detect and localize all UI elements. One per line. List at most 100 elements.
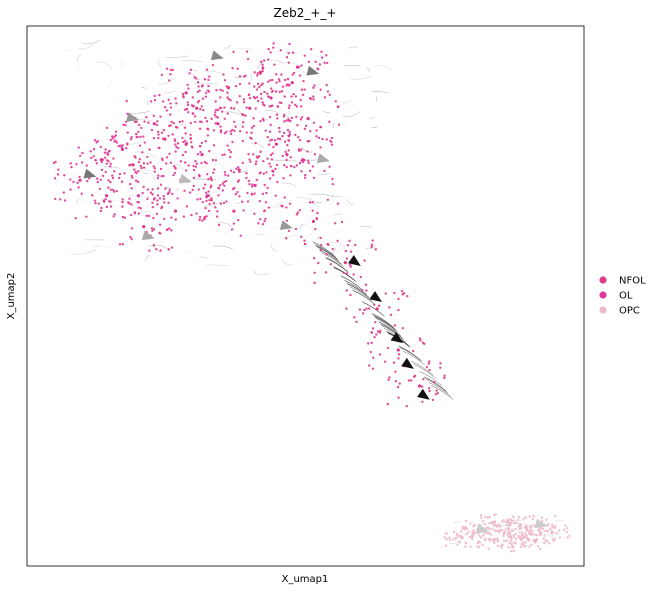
scatter-point-ol	[281, 205, 284, 208]
scatter-point-opc	[539, 531, 542, 534]
scatter-point-opc	[498, 531, 501, 534]
scatter-point-nfol	[268, 115, 272, 119]
scatter-point-nfol	[388, 376, 391, 379]
scatter-point-ol	[263, 209, 266, 212]
scatter-point-opc	[513, 522, 516, 525]
scatter-point-ol	[319, 146, 322, 149]
streamline	[335, 229, 343, 234]
scatter-point-nfol	[105, 205, 109, 209]
scatter-point-nfol	[134, 179, 138, 182]
scatter-point-nfol	[226, 86, 231, 90]
scatter-point-nfol	[435, 389, 438, 392]
scatter-point-opc	[553, 514, 557, 518]
streamline	[369, 223, 373, 226]
scatter-point-nfol	[203, 78, 207, 81]
scatter-point-ol	[80, 161, 84, 164]
scatter-point-nfol	[270, 158, 274, 161]
chart-title: Zeb2_+_+	[274, 6, 337, 20]
scatter-point-nfol	[78, 175, 81, 179]
scatter-point-ol	[265, 171, 268, 174]
scatter-point-ol	[245, 106, 248, 109]
scatter-point-ol	[309, 130, 312, 133]
scatter-point-ol	[135, 120, 138, 123]
scatter-point-ol	[325, 54, 328, 57]
scatter-point-opc	[510, 521, 513, 525]
streamline	[221, 230, 231, 234]
scatter-point-ol	[219, 130, 223, 134]
streamline	[368, 116, 375, 120]
scatter-point-nfol	[167, 201, 170, 205]
streamline	[204, 200, 223, 207]
scatter-point-opc	[507, 530, 510, 533]
streamline	[257, 62, 263, 70]
scatter-point-nfol	[100, 160, 104, 164]
scatter-point-nfol	[397, 308, 400, 312]
scatter-point-ol	[62, 191, 65, 194]
streamline	[349, 286, 372, 301]
scatter-point-nfol	[388, 306, 391, 309]
scatter-point-ol	[300, 116, 304, 119]
scatter-point-ol	[303, 54, 306, 57]
scatter-point-ol	[297, 135, 300, 139]
scatter-point-nfol	[394, 380, 398, 383]
scatter-point-opc	[518, 531, 521, 534]
scatter-point-ol	[203, 183, 207, 186]
scatter-point-ol	[207, 190, 210, 193]
streamline	[213, 245, 233, 250]
scatter-point-opc	[538, 547, 542, 551]
scatter-point-nfol	[352, 273, 355, 276]
scatter-point-opc	[509, 518, 512, 521]
streamline	[141, 87, 146, 89]
streamline	[331, 194, 343, 197]
scatter-point-nfol	[379, 329, 382, 333]
scatter-point-ol	[266, 135, 269, 139]
scatter-point-ol	[266, 186, 269, 190]
scatter-point-ol	[266, 80, 270, 83]
scatter-point-ol	[277, 78, 281, 81]
scatter-point-nfol	[319, 244, 323, 247]
scatter-point-opc	[483, 523, 487, 526]
scatter-point-opc	[518, 535, 521, 539]
scatter-points	[52, 42, 571, 553]
scatter-point-opc	[545, 529, 549, 532]
streamline	[203, 70, 223, 74]
scatter-point-nfol	[137, 170, 140, 173]
scatter-point-opc	[497, 529, 501, 532]
scatter-point-nfol	[141, 151, 144, 154]
scatter-point-ol	[232, 120, 236, 124]
scatter-point-nfol	[150, 227, 154, 230]
scatter-point-opc	[511, 529, 515, 532]
scatter-point-ol	[208, 209, 211, 213]
scatter-point-nfol	[131, 176, 134, 179]
scatter-point-ol	[274, 194, 277, 197]
scatter-point-ol	[129, 138, 133, 141]
scatter-point-nfol	[109, 188, 113, 191]
scatter-point-ol	[190, 104, 194, 107]
streamline	[76, 54, 83, 62]
scatter-point-nfol	[306, 159, 310, 162]
streamline	[316, 112, 318, 117]
scatter-point-nfol	[214, 206, 217, 209]
scatter-point-nfol	[306, 150, 309, 153]
scatter-point-nfol	[376, 330, 380, 333]
scatter-point-opc	[499, 544, 503, 547]
scatter-point-nfol	[218, 107, 222, 110]
scatter-point-ol	[158, 197, 162, 200]
scatter-point-ol	[204, 116, 207, 120]
scatter-point-nfol	[181, 153, 185, 157]
streamline	[312, 241, 335, 256]
scatter-point-ol	[188, 191, 192, 194]
scatter-point-nfol	[238, 95, 241, 98]
scatter-point-ol	[177, 147, 180, 150]
streamline	[428, 382, 451, 397]
scatter-point-ol	[325, 138, 328, 141]
scatter-point-opc	[565, 530, 568, 534]
scatter-point-nfol	[139, 207, 143, 210]
scatter-point-ol	[129, 182, 132, 186]
scatter-point-opc	[456, 543, 459, 546]
streamline	[371, 312, 394, 328]
scatter-point-opc	[484, 515, 487, 519]
scatter-point-ol	[237, 166, 240, 169]
scatter-point-nfol	[190, 141, 193, 144]
